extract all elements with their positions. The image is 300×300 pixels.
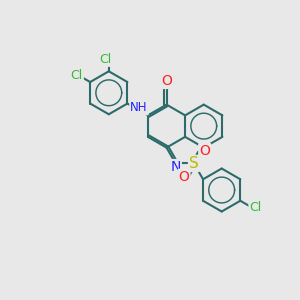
Text: Cl: Cl [99,53,111,66]
Text: Cl: Cl [70,69,83,82]
Text: N: N [170,160,181,174]
Text: O: O [161,74,172,88]
Text: O: O [199,144,210,158]
Text: Cl: Cl [249,201,262,214]
Text: NH: NH [130,101,148,114]
Text: S: S [189,156,199,171]
Text: O: O [178,170,190,184]
